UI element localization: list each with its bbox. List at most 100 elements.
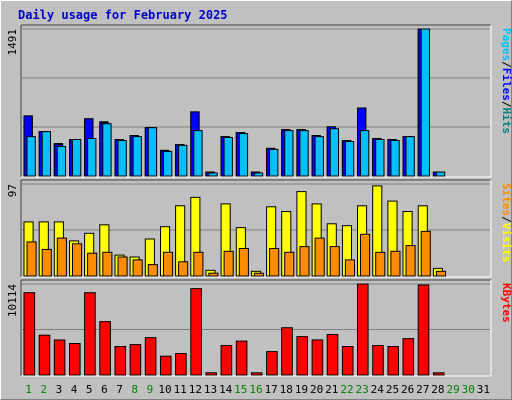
day-label-23: 23 bbox=[355, 383, 368, 396]
day-label-11: 11 bbox=[174, 383, 187, 396]
bar-pages-day-2 bbox=[41, 131, 52, 177]
bar-pages-day-22 bbox=[344, 141, 355, 177]
hits-panel: 1491 Pages/Files/Hits bbox=[6, 24, 512, 178]
bar-sites-day-3 bbox=[56, 237, 67, 277]
bar-sites-day-13 bbox=[208, 272, 219, 277]
bar-sites-day-23 bbox=[360, 233, 371, 277]
day-label-7: 7 bbox=[116, 383, 123, 396]
legend-kbytes: KBytes bbox=[500, 283, 512, 323]
day-label-3: 3 bbox=[56, 383, 63, 396]
bar-kbytes-day-26 bbox=[402, 338, 415, 376]
bar-pages-day-13 bbox=[208, 172, 218, 177]
day-label-28: 28 bbox=[431, 383, 444, 396]
bar-kbytes-day-18 bbox=[281, 327, 293, 376]
bar-kbytes-day-6 bbox=[99, 321, 111, 376]
bar-kbytes-day-16 bbox=[250, 372, 263, 376]
bar-sites-day-17 bbox=[269, 248, 280, 277]
legend-files: Files bbox=[500, 68, 512, 101]
bar-pages-day-19 bbox=[299, 130, 309, 177]
bar-sites-day-12 bbox=[193, 251, 204, 277]
visits-ymax-label: 97 bbox=[6, 184, 19, 197]
visits-panel: 97 Sites/Visits bbox=[6, 179, 512, 278]
bar-pages-day-10 bbox=[163, 150, 173, 177]
bar-sites-day-16 bbox=[253, 272, 264, 277]
bar-sites-day-20 bbox=[314, 237, 325, 277]
day-label-25: 25 bbox=[386, 383, 399, 396]
bar-sites-day-1 bbox=[26, 241, 37, 277]
day-label-2: 2 bbox=[40, 383, 47, 396]
bar-sites-day-21 bbox=[329, 246, 340, 277]
bar-kbytes-day-23 bbox=[357, 283, 369, 376]
bar-kbytes-day-5 bbox=[84, 292, 96, 376]
bar-sites-day-24 bbox=[375, 251, 386, 277]
day-label-4: 4 bbox=[71, 383, 78, 396]
bar-kbytes-day-12 bbox=[190, 288, 202, 376]
bar-kbytes-day-10 bbox=[160, 355, 172, 376]
visits-legend: Sites/Visits bbox=[500, 183, 512, 263]
bar-sites-day-27 bbox=[420, 230, 431, 277]
bar-kbytes-day-1 bbox=[23, 292, 36, 376]
bar-pages-day-25 bbox=[390, 140, 400, 177]
bar-kbytes-day-8 bbox=[129, 344, 142, 376]
bar-pages-day-15 bbox=[238, 133, 249, 177]
day-label-19: 19 bbox=[295, 383, 308, 396]
day-label-10: 10 bbox=[158, 383, 171, 396]
day-label-31: 31 bbox=[477, 383, 490, 396]
day-label-14: 14 bbox=[219, 383, 233, 396]
bar-pages-day-24 bbox=[375, 139, 385, 177]
bar-kbytes-day-2 bbox=[38, 334, 51, 376]
bar-pages-day-9 bbox=[147, 127, 158, 177]
day-label-15: 15 bbox=[234, 383, 247, 396]
bar-sites-day-5 bbox=[87, 252, 98, 277]
bar-kbytes-day-9 bbox=[144, 337, 157, 376]
bar-sites-day-6 bbox=[102, 251, 113, 277]
day-label-17: 17 bbox=[265, 383, 278, 396]
day-label-12: 12 bbox=[189, 383, 202, 396]
bar-sites-day-4 bbox=[72, 243, 83, 277]
hits-ymax-label: 1491 bbox=[6, 29, 19, 56]
bar-sites-day-18 bbox=[284, 251, 295, 277]
legend-pages: Pages bbox=[500, 28, 512, 61]
bar-kbytes-day-20 bbox=[311, 339, 324, 376]
bar-sites-day-8 bbox=[132, 259, 143, 277]
bar-pages-day-28 bbox=[435, 171, 446, 177]
bar-kbytes-day-27 bbox=[417, 284, 430, 376]
bar-sites-day-11 bbox=[178, 261, 189, 277]
day-label-5: 5 bbox=[86, 383, 93, 396]
day-label-26: 26 bbox=[401, 383, 414, 396]
bar-sites-day-15 bbox=[238, 248, 249, 277]
day-label-24: 24 bbox=[371, 383, 385, 396]
bar-pages-day-26 bbox=[405, 136, 415, 177]
chart-title: Daily usage for February 2025 bbox=[18, 8, 228, 22]
day-label-8: 8 bbox=[131, 383, 138, 396]
bar-kbytes-day-4 bbox=[69, 343, 81, 376]
bar-pages-day-18 bbox=[284, 130, 294, 177]
bar-sites-day-14 bbox=[223, 250, 234, 277]
bar-pages-day-27 bbox=[420, 28, 431, 177]
day-label-13: 13 bbox=[204, 383, 217, 396]
day-label-22: 22 bbox=[340, 383, 353, 396]
bar-kbytes-day-15 bbox=[235, 340, 248, 376]
bar-pages-day-6 bbox=[102, 123, 112, 177]
bar-kbytes-day-22 bbox=[341, 346, 354, 376]
bar-pages-day-23 bbox=[360, 130, 370, 177]
bar-kbytes-day-11 bbox=[175, 353, 187, 376]
day-label-9: 9 bbox=[147, 383, 154, 396]
bar-kbytes-day-28 bbox=[432, 372, 445, 376]
bar-kbytes-day-24 bbox=[372, 345, 384, 376]
bar-kbytes-day-19 bbox=[296, 336, 308, 376]
bar-pages-day-5 bbox=[87, 138, 97, 177]
bar-sites-day-28 bbox=[435, 270, 446, 277]
hits-legend: Pages/Files/Hits bbox=[500, 28, 512, 134]
bar-pages-day-11 bbox=[178, 144, 188, 177]
bar-sites-day-22 bbox=[344, 259, 355, 277]
bar-pages-day-12 bbox=[193, 130, 203, 177]
bar-pages-day-4 bbox=[72, 139, 82, 177]
bar-pages-day-8 bbox=[132, 136, 142, 177]
bar-pages-day-3 bbox=[56, 145, 67, 177]
day-label-29: 29 bbox=[446, 383, 459, 396]
bar-kbytes-day-3 bbox=[53, 339, 66, 376]
bar-kbytes-day-13 bbox=[205, 372, 217, 376]
bar-pages-day-1 bbox=[26, 136, 36, 177]
